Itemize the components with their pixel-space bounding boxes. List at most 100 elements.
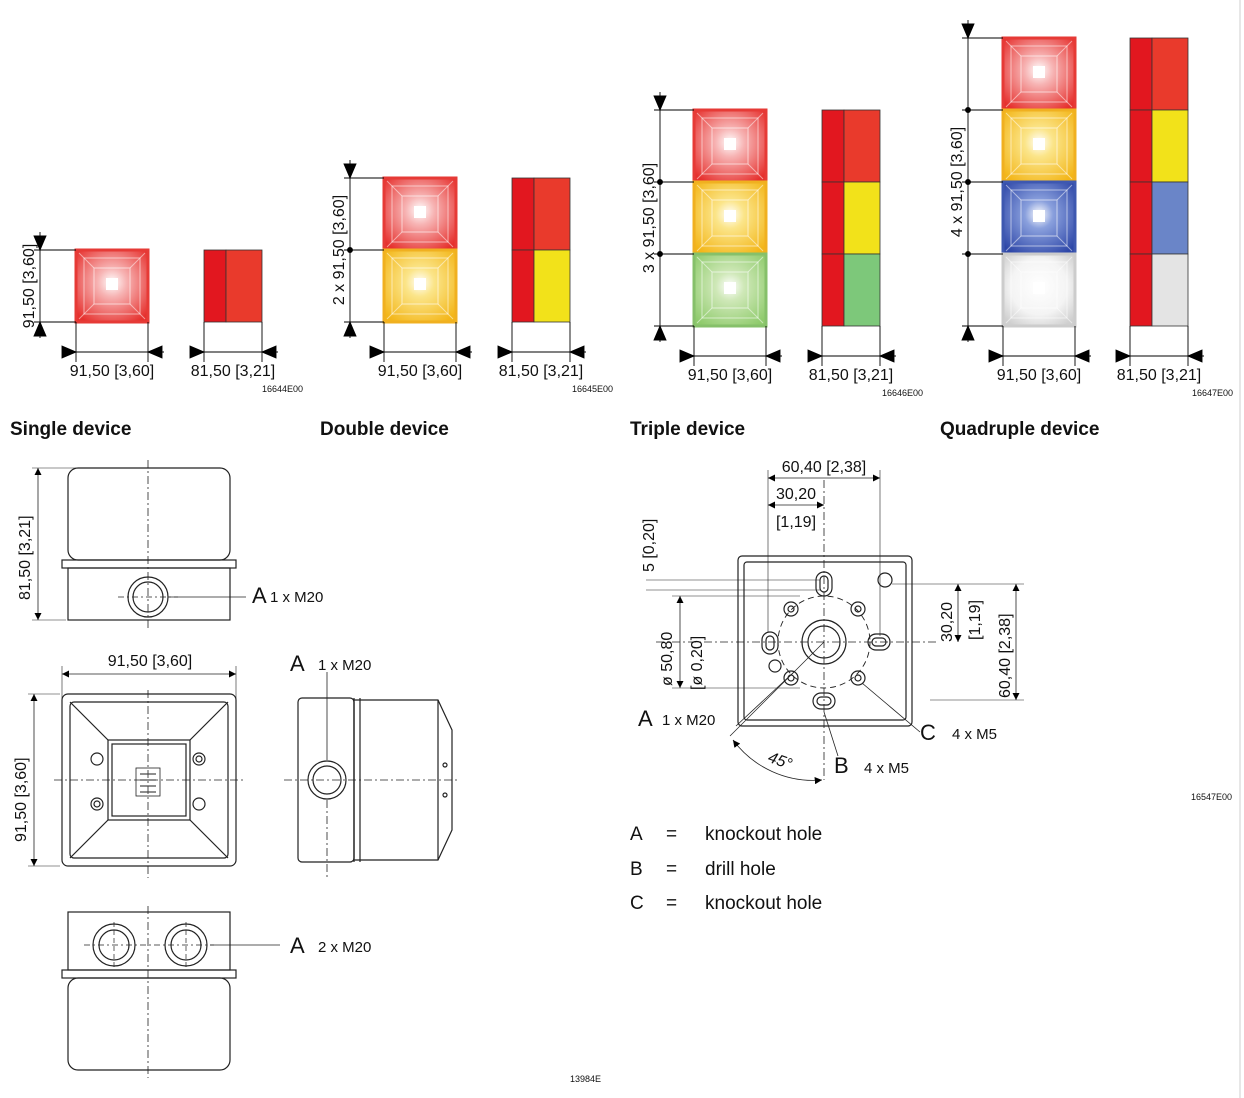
base-dim-5: 5 [0,20]: [641, 519, 658, 572]
side-module-1: [511, 177, 571, 251]
front-width-label: 91,50 [3,60]: [378, 363, 463, 380]
height-dim-label: 4 x 91,50 [3,60]: [949, 127, 966, 237]
base-callout-a-letter: A: [638, 706, 653, 731]
side-module-2: [821, 181, 881, 255]
side-width-label: 81,50 [3,21]: [809, 367, 894, 384]
housing-height-dim: 81,50 [3,21]: [17, 515, 34, 600]
callout-side-text: 1 x M20: [318, 657, 371, 674]
side-module-2: [511, 249, 571, 323]
housing-top-body: [67, 567, 231, 621]
legend-c-text: knockout hole: [705, 893, 822, 914]
base-drawing: [646, 470, 1024, 785]
legend-c-letter: C: [630, 893, 644, 914]
housing-drawing-number: 13984E: [570, 1074, 601, 1084]
callout-side-letter: A: [290, 651, 305, 676]
height-dim-line: [343, 160, 384, 338]
base-dim-1-19-top: [1,19]: [776, 514, 816, 531]
device-caption: Triple device: [630, 419, 745, 440]
side-module-4: [1129, 253, 1189, 327]
front-width-label: 91,50 [3,60]: [997, 367, 1082, 384]
front-module-1: [382, 176, 458, 252]
width-dim-lines: [369, 322, 586, 362]
callout-top-letter: A: [252, 583, 267, 608]
base-outline: [737, 555, 913, 727]
front-width-label: 91,50 [3,60]: [70, 363, 155, 380]
drawing-number: 16647E00: [1192, 388, 1233, 398]
base-dim-30-20-right: 30,20: [939, 602, 956, 642]
housing-top-flange: [61, 559, 237, 569]
side-module-3: [1129, 181, 1189, 255]
base-drawing-number: 16547E00: [1191, 792, 1232, 802]
front-module-1: [74, 248, 150, 324]
legend-a-letter: A: [630, 824, 643, 845]
device-triple: 3 x 91,50 [3,60] 91,50 [3,60] 81,50 [3,21]…: [630, 92, 923, 440]
front-module-3: [692, 252, 768, 328]
housing-labels: 81,50 [3,21] A 1 x M20 91,50 [3,60] 91,5…: [13, 515, 601, 1084]
base-dim-30-20-top: 30,20: [776, 486, 816, 503]
legend-a-text: knockout hole: [705, 824, 822, 845]
front-module-1: [692, 108, 768, 184]
front-width-label: 91,50 [3,60]: [688, 367, 773, 384]
height-dim-label: 3 x 91,50 [3,60]: [641, 163, 658, 273]
width-dim-lines: [61, 322, 278, 362]
drawing-number: 16645E00: [572, 384, 613, 394]
base-labels: 60,40 [2,38] 30,20 [1,19] 5 [0,20] ø 50,…: [638, 459, 1232, 802]
side-module-2: [1129, 109, 1189, 183]
drawing-number: 16644E00: [262, 384, 303, 394]
base-dim-60-40-right: 60,40 [2,38]: [997, 613, 1014, 698]
side-width-label: 81,50 [3,21]: [1117, 367, 1202, 384]
side-width-label: 81,50 [3,21]: [499, 363, 584, 380]
base-callout-b-text: 4 x M5: [864, 760, 909, 777]
side-module-1: [1129, 37, 1189, 111]
side-module-1: [821, 109, 881, 183]
base-dim-dia-inch: [ø 0,20]: [689, 636, 706, 690]
device-double: 2 x 91,50 [3,60] 91,50 [3,60] 81,50 [3,21]…: [320, 160, 613, 440]
callout-top-text: 1 x M20: [270, 589, 323, 606]
front-module-1: [1001, 36, 1077, 112]
device-variants: 91,50 [3,60] 91,50 [3,60] 81,50 [3,21] 1664…: [10, 20, 1233, 440]
device-single: 91,50 [3,60] 91,50 [3,60] 81,50 [3,21] 1664…: [10, 232, 303, 440]
label-plate: [135, 767, 161, 797]
side-width-label: 81,50 [3,21]: [191, 363, 276, 380]
drawing-number: 16646E00: [882, 388, 923, 398]
legend-b-letter: B: [630, 859, 643, 880]
front-module-4: [1001, 252, 1077, 328]
base-callout-a-text: 1 x M20: [662, 712, 715, 729]
legend-b-eq: =: [666, 859, 677, 880]
device-caption: Double device: [320, 419, 449, 440]
device-quadruple: 4 x 91,50 [3,60] 91,50 [3,60] 81,50 [3,21]…: [940, 20, 1233, 440]
side-module-1: [203, 249, 263, 323]
base-callout-c-letter: C: [920, 720, 936, 745]
base-dim-1-19-right: [1,19]: [967, 600, 984, 640]
base-angle: 45°: [766, 749, 795, 773]
front-module-2: [692, 180, 768, 256]
base-dim-60-40-top: 60,40 [2,38]: [782, 459, 867, 476]
legend: A = knockout hole B = drill hole C = kno…: [630, 824, 822, 914]
legend-b-text: drill hole: [705, 859, 776, 880]
height-dim-label: 91,50 [3,60]: [21, 244, 38, 329]
housing-top-dome: [67, 467, 231, 561]
height-dim-line: [33, 232, 76, 338]
housing-front-height-dim: 91,50 [3,60]: [13, 757, 30, 842]
housing-drawing: [28, 460, 460, 1078]
front-module-3: [1001, 180, 1077, 256]
device-caption: Single device: [10, 419, 131, 440]
base-callout-b-letter: B: [834, 753, 849, 778]
front-module-2: [1001, 108, 1077, 184]
device-caption: Quadruple device: [940, 419, 1099, 440]
height-dim-label: 2 x 91,50 [3,60]: [331, 195, 348, 305]
width-dim-lines: [988, 326, 1204, 366]
legend-a-eq: =: [666, 824, 677, 845]
height-dim-line: [961, 20, 1003, 342]
width-dim-lines: [679, 326, 896, 366]
side-module-3: [821, 253, 881, 327]
base-dim-dia: ø 50,80: [659, 632, 676, 686]
legend-c-eq: =: [666, 893, 677, 914]
base-callout-c-text: 4 x M5: [952, 726, 997, 743]
height-dim-line: [653, 92, 694, 342]
housing-bottom-body: [67, 911, 231, 971]
callout-bottom-letter: A: [290, 933, 305, 958]
housing-front-width-dim: 91,50 [3,60]: [108, 653, 193, 670]
callout-bottom-text: 2 x M20: [318, 939, 371, 956]
